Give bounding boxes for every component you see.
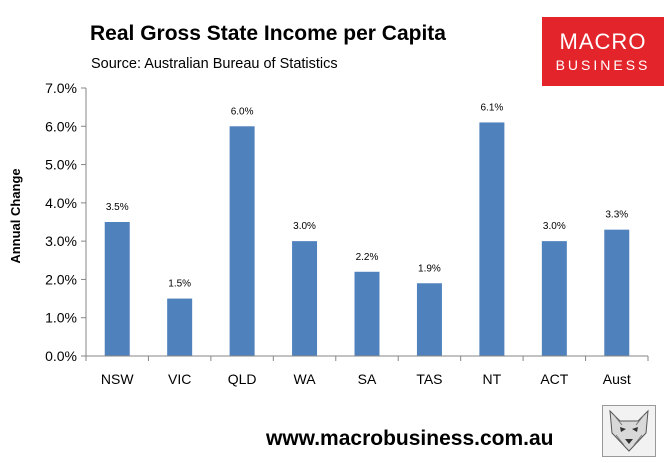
macro-business-logo: MACRO BUSINESS: [542, 17, 664, 86]
logo-line2: BUSINESS: [555, 57, 651, 73]
data-label: 2.2%: [356, 252, 379, 263]
data-label: 3.0%: [543, 221, 566, 232]
y-tick-label: 2.0%: [45, 271, 77, 287]
y-axis-label: Annual Change: [8, 168, 23, 263]
data-label: 3.3%: [605, 210, 628, 221]
x-tick-label: VIC: [168, 371, 191, 387]
x-tick-label: ACT: [540, 371, 568, 387]
bar: [541, 241, 567, 356]
bar: [292, 241, 318, 356]
y-axis: 0.0% 1.0% 2.0% 3.0% 4.0% 5.0% 6.0% 7.0%: [45, 80, 87, 364]
data-label: 1.5%: [168, 279, 191, 290]
data-label: 3.0%: [293, 221, 316, 232]
x-tick-label: Aust: [603, 371, 631, 387]
bar: [167, 298, 193, 356]
bars: 3.5% 1.5% 6.0% 3.0% 2.2% 1.9% 6.1% 3.0% 3.3%: [104, 102, 630, 357]
bar: [229, 126, 255, 357]
bar: [604, 229, 630, 356]
y-tick-label: 3.0%: [45, 233, 77, 249]
data-label: 6.0%: [231, 106, 254, 117]
x-tick-label: SA: [358, 371, 377, 387]
x-axis: NSW VIC QLD WA SA TAS NT ACT Aust: [85, 355, 649, 387]
x-tick-label: NT: [483, 371, 502, 387]
bar: [104, 222, 130, 356]
data-label: 1.9%: [418, 263, 441, 274]
y-tick-label: 6.0%: [45, 118, 77, 134]
bar: [354, 271, 380, 356]
x-tick-label: NSW: [101, 371, 134, 387]
y-tick-label: 5.0%: [45, 157, 77, 173]
bar: [479, 122, 505, 356]
x-tick-label: WA: [294, 371, 317, 387]
data-label: 6.1%: [480, 102, 503, 113]
x-tick-label: TAS: [416, 371, 442, 387]
y-tick-label: 1.0%: [45, 310, 77, 326]
logo-line1: MACRO: [559, 29, 647, 54]
y-tick-label: 4.0%: [45, 195, 77, 211]
x-tick-label: QLD: [228, 371, 257, 387]
y-tick-label: 7.0%: [45, 80, 77, 96]
chart-subtitle: Source: Australian Bureau of Statistics: [91, 56, 338, 72]
chart-title: Real Gross State Income per Capita: [90, 22, 446, 45]
website-url: www.macrobusiness.com.au: [266, 427, 554, 450]
bar: [416, 283, 442, 356]
y-tick-label: 0.0%: [45, 348, 77, 364]
wolf-icon: [602, 405, 656, 457]
data-label: 3.5%: [106, 202, 129, 213]
